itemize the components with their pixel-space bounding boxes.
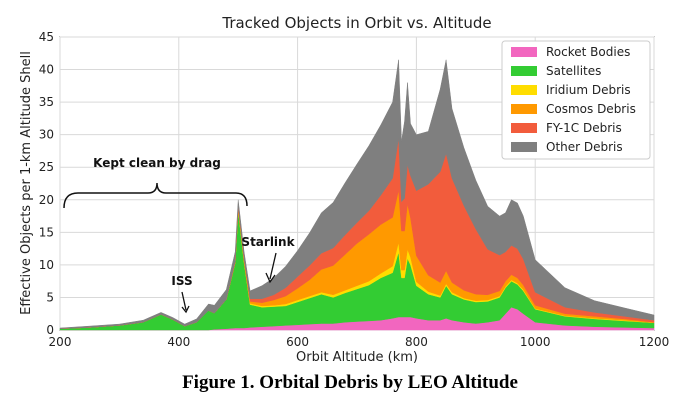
- iss-arrow: [181, 291, 190, 314]
- legend-label-fy-1c-debris: FY-1C Debris: [546, 121, 622, 135]
- legend-swatch-rocket-bodies: [511, 47, 537, 57]
- y-tick-label: 35: [39, 95, 54, 109]
- x-tick-label: 600: [286, 335, 309, 349]
- x-tick-label: 1200: [639, 335, 670, 349]
- y-tick-label: 45: [39, 30, 54, 44]
- legend-swatch-iridium-debris: [511, 85, 537, 95]
- x-tick-label: 1000: [520, 335, 551, 349]
- y-tick-label: 15: [39, 225, 54, 239]
- legend-swatch-cosmos-debris: [511, 104, 537, 114]
- x-tick-label: 400: [167, 335, 190, 349]
- annotation-starlink: Starlink: [241, 235, 295, 249]
- y-tick-label: 0: [46, 323, 54, 337]
- y-tick-label: 30: [39, 128, 54, 142]
- y-ticks: 0 5 10 15 20 25 30 35 40 45: [39, 30, 54, 337]
- legend-label-satellites: Satellites: [546, 64, 601, 78]
- annotation-iss: ISS: [171, 274, 192, 288]
- y-tick-label: 25: [39, 160, 54, 174]
- x-axis-label: Orbit Altitude (km): [296, 350, 418, 365]
- x-tick-label: 800: [405, 335, 428, 349]
- x-tick-label: 200: [49, 335, 72, 349]
- chart-title: Tracked Objects in Orbit vs. Altitude: [221, 14, 491, 32]
- drag-bracket: [63, 182, 248, 209]
- legend: Rocket Bodies Satellites Iridium Debris Cos…: [501, 40, 651, 160]
- legend-label-cosmos-debris: Cosmos Debris: [546, 102, 636, 116]
- figure-caption: Figure 1. Orbital Debris by LEO Altitude: [182, 372, 518, 393]
- chart-area: 200 400 600 800 1000 1200 051015202530354045 …: [19, 14, 670, 365]
- starlink-arrow: [265, 252, 277, 284]
- stacked-areas: [59, 59, 655, 331]
- legend-label-iridium-debris: Iridium Debris: [546, 83, 631, 97]
- legend-swatch-other-debris: [511, 142, 537, 152]
- legend-swatch-fy-1c-debris: [511, 123, 537, 133]
- legend-label-rocket-bodies: Rocket Bodies: [546, 45, 630, 59]
- area-other-debris: [59, 59, 655, 329]
- legend-label-other-debris: Other Debris: [546, 140, 623, 154]
- x-ticks: 200 400 600 800 1000 1200: [49, 335, 670, 349]
- y-tick-label: 20: [39, 193, 54, 207]
- legend-box: [501, 40, 651, 160]
- y-axis-label: Effective Objects per 1-km Altitude Shel…: [19, 51, 34, 315]
- y-tick-label: 10: [39, 258, 54, 272]
- annotation-kept-clean: Kept clean by drag: [93, 156, 221, 170]
- legend-swatch-satellites: [511, 66, 537, 76]
- y-tick-label: 5: [46, 290, 54, 304]
- y-tick-label: 40: [39, 63, 54, 77]
